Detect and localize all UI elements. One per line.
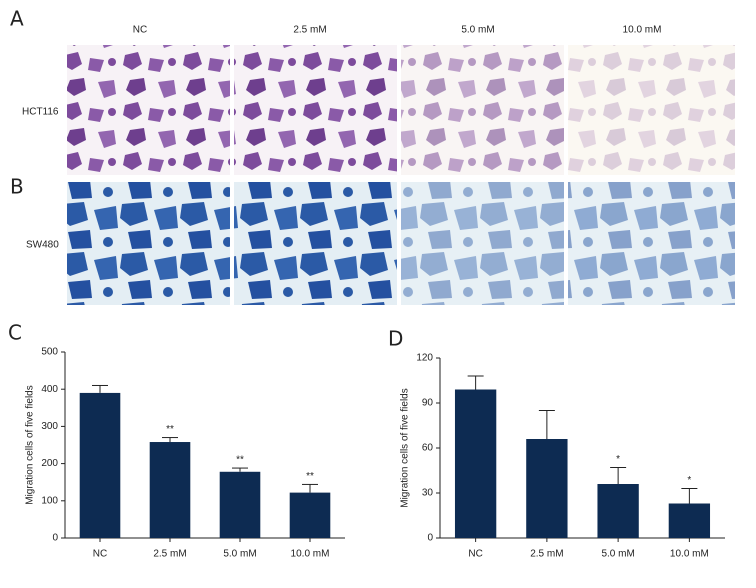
x-tick-label: 5.0 mM — [223, 549, 256, 560]
bar — [597, 484, 639, 538]
micrograph-fade — [401, 45, 564, 175]
panel-label: A — [10, 7, 24, 31]
y-tick-label: 300 — [41, 421, 58, 432]
bar — [79, 392, 121, 538]
micrograph-fade — [568, 45, 735, 175]
y-tick-label: 90 — [422, 398, 434, 409]
y-tick-label: 100 — [41, 495, 58, 506]
bar — [668, 503, 711, 538]
x-tick-label: 10.0 mM — [291, 549, 330, 560]
x-tick-label: 10.0 mM — [670, 549, 709, 560]
x-tick-label: NC — [93, 549, 107, 560]
significance: ** — [306, 471, 314, 482]
micrograph — [67, 45, 230, 175]
micrograph — [234, 182, 397, 305]
y-tick-label: 400 — [41, 384, 58, 395]
significance: ** — [236, 455, 244, 466]
y-axis-label: Migration cells of five fields — [400, 388, 411, 508]
micrograph-fade — [568, 182, 735, 305]
significance: * — [616, 454, 620, 465]
y-tick-label: 0 — [52, 533, 58, 544]
micrograph-fade — [401, 182, 564, 305]
bar — [526, 439, 568, 538]
x-tick-label: NC — [468, 549, 482, 560]
bar — [219, 471, 261, 538]
y-tick-label: 120 — [416, 353, 433, 364]
x-tick-label: 5.0 mM — [601, 549, 634, 560]
micrograph — [401, 45, 564, 175]
column-header: 10.0 mM — [623, 25, 662, 36]
significance: ** — [166, 424, 174, 435]
x-tick-label: 2.5 mM — [530, 549, 563, 560]
panel-label: B — [10, 175, 24, 199]
micrographs — [67, 45, 735, 305]
y-tick-label: 30 — [422, 488, 434, 499]
column-header: NC — [133, 25, 147, 36]
y-tick-label: 60 — [422, 443, 434, 454]
significance: * — [687, 475, 691, 486]
panel-label: C — [8, 321, 22, 345]
row-label: HCT116 — [22, 107, 59, 118]
bar — [149, 442, 191, 538]
y-tick-label: 500 — [41, 347, 58, 358]
row-label: SW480 — [26, 240, 59, 251]
x-tick-label: 2.5 mM — [153, 549, 186, 560]
micrograph — [67, 182, 230, 305]
column-header: 5.0 mM — [461, 25, 494, 36]
y-tick-label: 0 — [427, 533, 433, 544]
bar — [454, 389, 497, 538]
y-tick-label: 200 — [41, 458, 58, 469]
bar — [289, 492, 331, 538]
panel-label: D — [388, 327, 403, 351]
micrograph — [234, 45, 397, 175]
column-header: 2.5 mM — [293, 25, 326, 36]
y-axis-label: Migration cells of five fields — [25, 385, 36, 505]
